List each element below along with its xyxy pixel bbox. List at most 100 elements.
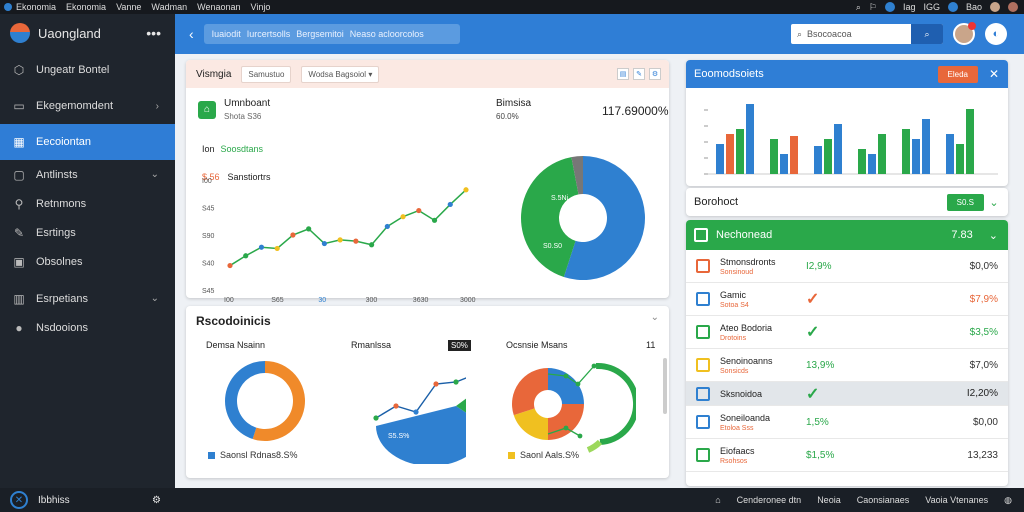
notification-icon[interactable]: ⚐: [868, 1, 877, 12]
data-point: [353, 238, 359, 244]
breadcrumb-item[interactable]: Neaso acloorcolos: [349, 29, 424, 39]
home-icon[interactable]: ⌂: [715, 495, 721, 505]
card-header: Vismgia Samustuo Wodsa Bagsoiol ▾ ▤ ✎ ⚙: [186, 60, 669, 88]
search-icon[interactable]: ⌕: [855, 1, 861, 12]
user-dot-icon[interactable]: [947, 2, 958, 12]
list-item[interactable]: Eiofaacs Rsohsos $1,5% 13,233: [686, 439, 1008, 472]
sidebar-item-label: Ekegemomdent: [36, 100, 114, 112]
menu-item[interactable]: Vinjo: [250, 2, 271, 12]
legend-swatch: [208, 451, 215, 459]
data-point: [290, 232, 296, 238]
list-item[interactable]: Soneiloanda Etoloa Sss 1,5% $0,00: [686, 406, 1008, 439]
list-item[interactable]: Sksnoidoa ✓ I2,20%: [686, 382, 1008, 406]
radial-chart: [512, 362, 636, 453]
list-item[interactable]: Stmonsdronts Sonsinoud I2,9% $0,0%: [686, 250, 1008, 283]
scrollbar[interactable]: [663, 358, 667, 414]
search-box[interactable]: ⌕ Bsocoacoa ⌕: [791, 24, 943, 44]
row-icon: [696, 415, 710, 429]
status-item[interactable]: Vaoia Vtenanes: [925, 495, 989, 505]
sidebar-item[interactable]: ▭ Ekegemomdent ›: [0, 88, 175, 124]
header-value: 7.83: [951, 229, 973, 241]
chart-title: Rmanlssa: [351, 340, 392, 350]
card-title: Rscodoinicis: [196, 314, 271, 328]
menu-item[interactable]: Wenaonan: [197, 2, 241, 12]
list-item[interactable]: Ateo Bodoria Drotoins ✓ $3,5%: [686, 316, 1008, 349]
more-icon[interactable]: •••: [146, 25, 161, 41]
bar: [966, 109, 974, 174]
avatar[interactable]: [953, 22, 976, 45]
breadcrumb-item[interactable]: Iurcertsolls: [246, 29, 291, 39]
search-button[interactable]: ⌕: [911, 24, 943, 44]
list-item[interactable]: Senoinoanns Sonsicds 13,9% $7,0%: [686, 349, 1008, 382]
filter-dropdown[interactable]: Wodsa Bagsoiol ▾: [301, 65, 380, 83]
breadcrumb[interactable]: Iuaiodit Iurcertsolls Bergsemitoi Neaso …: [203, 24, 460, 44]
status-item[interactable]: Neoia: [817, 495, 841, 505]
gear-icon[interactable]: ⚙: [152, 494, 161, 506]
cube-icon: ⬡: [13, 63, 25, 77]
row-amount: I2,20%: [966, 388, 998, 399]
sidebar-item[interactable]: ▥ Esrpetians ⌄: [0, 284, 175, 313]
transactions-list: Nechonead 7.83 ⌄ Stmonsdronts Sonsinoud I2…: [686, 220, 1008, 486]
list-item[interactable]: Gamic Sotoa S4 ✓ $7,9%: [686, 283, 1008, 316]
sidebar-item[interactable]: ▣ Obsolnes: [0, 247, 175, 276]
sidebar-item[interactable]: ✎ Esrtings: [0, 218, 175, 247]
sidebar-footer[interactable]: ✕ Ibbhiss ⚙: [0, 488, 175, 512]
edit-icon[interactable]: ✎: [633, 68, 645, 80]
menu-item[interactable]: Wadman: [151, 2, 188, 12]
stat-umnboant: ⌂ Umnboant Shota S36: [198, 98, 270, 121]
sidebar-item[interactable]: ▦ Eecoiontan: [0, 124, 175, 160]
menu-item[interactable]: Ekonomia: [66, 2, 107, 12]
status-item[interactable]: Caonsianaes: [856, 495, 910, 505]
donut-slice: [571, 156, 583, 195]
close-icon[interactable]: ✕: [988, 67, 1000, 81]
data-point: [433, 381, 439, 387]
back-chevron-icon[interactable]: ‹: [189, 26, 194, 42]
action-button[interactable]: Eleda: [937, 65, 978, 83]
sidebar-item[interactable]: ⬡ Ungeatr Bontel: [0, 52, 175, 88]
breadcrumb-item[interactable]: Bergsemitoi: [296, 29, 344, 39]
chart-badge: S0%: [448, 340, 471, 351]
chevron-down-icon[interactable]: ⌄: [989, 196, 999, 209]
status-text: Bao: [965, 2, 982, 12]
settings-icon[interactable]: ◐: [985, 23, 1007, 45]
globe-icon[interactable]: ◍: [1004, 494, 1012, 505]
sidebar-item-label: Esrpetians: [36, 292, 88, 305]
chevron-down-icon[interactable]: ⌄: [988, 229, 998, 242]
settings-icon[interactable]: ⚙: [649, 68, 661, 80]
search-icon: ⌕: [797, 28, 803, 39]
sidebar-item[interactable]: ▢ Antlinsts ⌄: [0, 160, 175, 189]
data-point: [373, 415, 379, 421]
search-input[interactable]: Bsocoacoa: [807, 29, 852, 39]
stat-label: Umnboant: [224, 98, 271, 109]
avatar[interactable]: [990, 2, 1000, 12]
card-title: Vismgia: [196, 68, 232, 80]
row-sub: Sotoa S4: [720, 301, 749, 309]
series-line: [375, 377, 466, 419]
sidebar-item[interactable]: ● Nsdooions: [0, 313, 175, 342]
card-title: Borohoct: [694, 196, 739, 208]
line-legend: $.56 Sanstiortrs: [202, 172, 271, 182]
legend-label: Saonl Aals.S%: [520, 450, 580, 460]
legend-swatch: [508, 451, 515, 459]
donut-slice: [512, 368, 548, 416]
filter-pill[interactable]: Samustuo: [241, 65, 292, 83]
stat-label: Bimsisa: [496, 98, 532, 109]
data-point: [453, 379, 459, 385]
status-item[interactable]: Cenderonee dtn: [736, 495, 802, 505]
action-button[interactable]: S0.S: [946, 193, 984, 211]
bar: [946, 134, 954, 174]
sidebar-brand[interactable]: Uaongland •••: [0, 14, 175, 52]
export-icon[interactable]: ▤: [617, 68, 629, 80]
chart-number: 11: [646, 340, 656, 350]
y-tick-label: I00: [202, 178, 212, 185]
status-bar: ⌂ Cenderonee dtn Neoia Caonsianaes Vaoia…: [175, 488, 1024, 512]
bar: [746, 104, 754, 174]
menu-item[interactable]: Vanne: [116, 2, 142, 12]
avatar[interactable]: [1008, 2, 1018, 12]
breadcrumb-item[interactable]: Iuaiodit: [211, 29, 241, 39]
chevron-down-icon[interactable]: ⌄: [650, 312, 659, 323]
sidebar-item[interactable]: ⚲ Retnmons: [0, 189, 175, 218]
box-icon: ▥: [13, 291, 25, 306]
user-dot-icon[interactable]: [884, 2, 895, 12]
menu-item[interactable]: Ekonomia: [16, 2, 57, 12]
